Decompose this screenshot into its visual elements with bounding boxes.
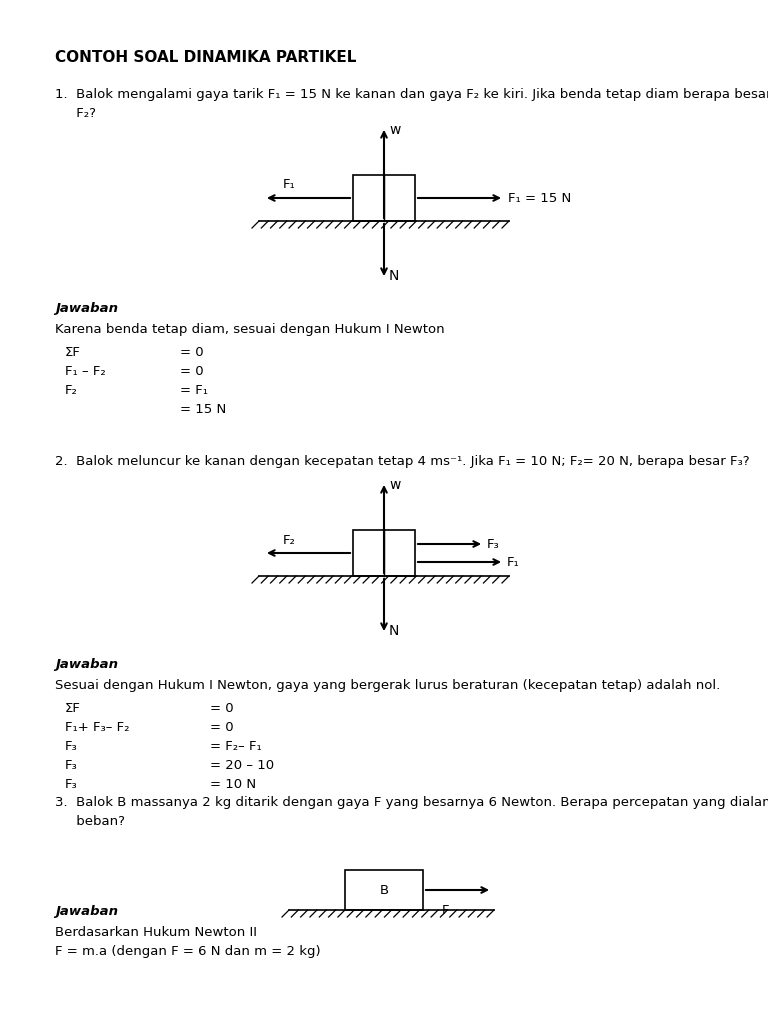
Text: F₃: F₃ bbox=[65, 740, 78, 753]
Text: F₂: F₂ bbox=[283, 534, 296, 547]
Text: B: B bbox=[379, 884, 389, 896]
Text: F₃: F₃ bbox=[65, 759, 78, 772]
Text: 1.  Balok mengalami gaya tarik F₁ = 15 N ke kanan dan gaya F₂ ke kiri. Jika bend: 1. Balok mengalami gaya tarik F₁ = 15 N … bbox=[55, 88, 768, 101]
Text: F₃: F₃ bbox=[487, 538, 500, 551]
Text: Karena benda tetap diam, sesuai dengan Hukum I Newton: Karena benda tetap diam, sesuai dengan H… bbox=[55, 323, 445, 336]
Text: F₁: F₁ bbox=[283, 178, 296, 191]
Text: N: N bbox=[389, 624, 399, 638]
Text: F₃: F₃ bbox=[65, 778, 78, 791]
Text: Berdasarkan Hukum Newton II: Berdasarkan Hukum Newton II bbox=[55, 926, 257, 939]
Text: F₁+ F₃– F₂: F₁+ F₃– F₂ bbox=[65, 721, 130, 734]
Text: Jawaban: Jawaban bbox=[55, 302, 118, 315]
Text: w: w bbox=[389, 123, 400, 137]
Text: = 20 – 10: = 20 – 10 bbox=[210, 759, 274, 772]
Bar bbox=[353, 175, 415, 221]
Text: 2.  Balok meluncur ke kanan dengan kecepatan tetap 4 ms⁻¹. Jika F₁ = 10 N; F₂= 2: 2. Balok meluncur ke kanan dengan kecepa… bbox=[55, 455, 750, 468]
Text: = 0: = 0 bbox=[180, 365, 204, 378]
Bar bbox=[353, 530, 415, 575]
Text: F₁ – F₂: F₁ – F₂ bbox=[65, 365, 106, 378]
Text: 3.  Balok B massanya 2 kg ditarik dengan gaya F yang besarnya 6 Newton. Berapa p: 3. Balok B massanya 2 kg ditarik dengan … bbox=[55, 796, 768, 809]
Text: = F₂– F₁: = F₂– F₁ bbox=[210, 740, 262, 753]
Text: F = m.a (dengan F = 6 N dan m = 2 kg): F = m.a (dengan F = 6 N dan m = 2 kg) bbox=[55, 945, 320, 958]
Text: beban?: beban? bbox=[55, 815, 125, 828]
Text: = 0: = 0 bbox=[180, 346, 204, 359]
Text: F₁: F₁ bbox=[507, 555, 520, 568]
Bar bbox=[345, 870, 423, 910]
Text: F: F bbox=[442, 904, 449, 918]
Text: = F₁: = F₁ bbox=[180, 384, 208, 397]
Text: = 0: = 0 bbox=[210, 721, 233, 734]
Text: = 0: = 0 bbox=[210, 702, 233, 715]
Text: Sesuai dengan Hukum I Newton, gaya yang bergerak lurus beraturan (kecepatan teta: Sesuai dengan Hukum I Newton, gaya yang … bbox=[55, 679, 720, 692]
Text: CONTOH SOAL DINAMIKA PARTIKEL: CONTOH SOAL DINAMIKA PARTIKEL bbox=[55, 50, 356, 65]
Text: ΣF: ΣF bbox=[65, 346, 81, 359]
Text: = 10 N: = 10 N bbox=[210, 778, 256, 791]
Text: F₂?: F₂? bbox=[55, 106, 96, 120]
Text: F₁ = 15 N: F₁ = 15 N bbox=[508, 191, 571, 205]
Text: w: w bbox=[389, 478, 400, 492]
Text: Jawaban: Jawaban bbox=[55, 658, 118, 671]
Text: Jawaban: Jawaban bbox=[55, 905, 118, 918]
Text: F₂: F₂ bbox=[65, 384, 78, 397]
Text: N: N bbox=[389, 269, 399, 283]
Text: = 15 N: = 15 N bbox=[180, 403, 227, 416]
Text: ΣF: ΣF bbox=[65, 702, 81, 715]
